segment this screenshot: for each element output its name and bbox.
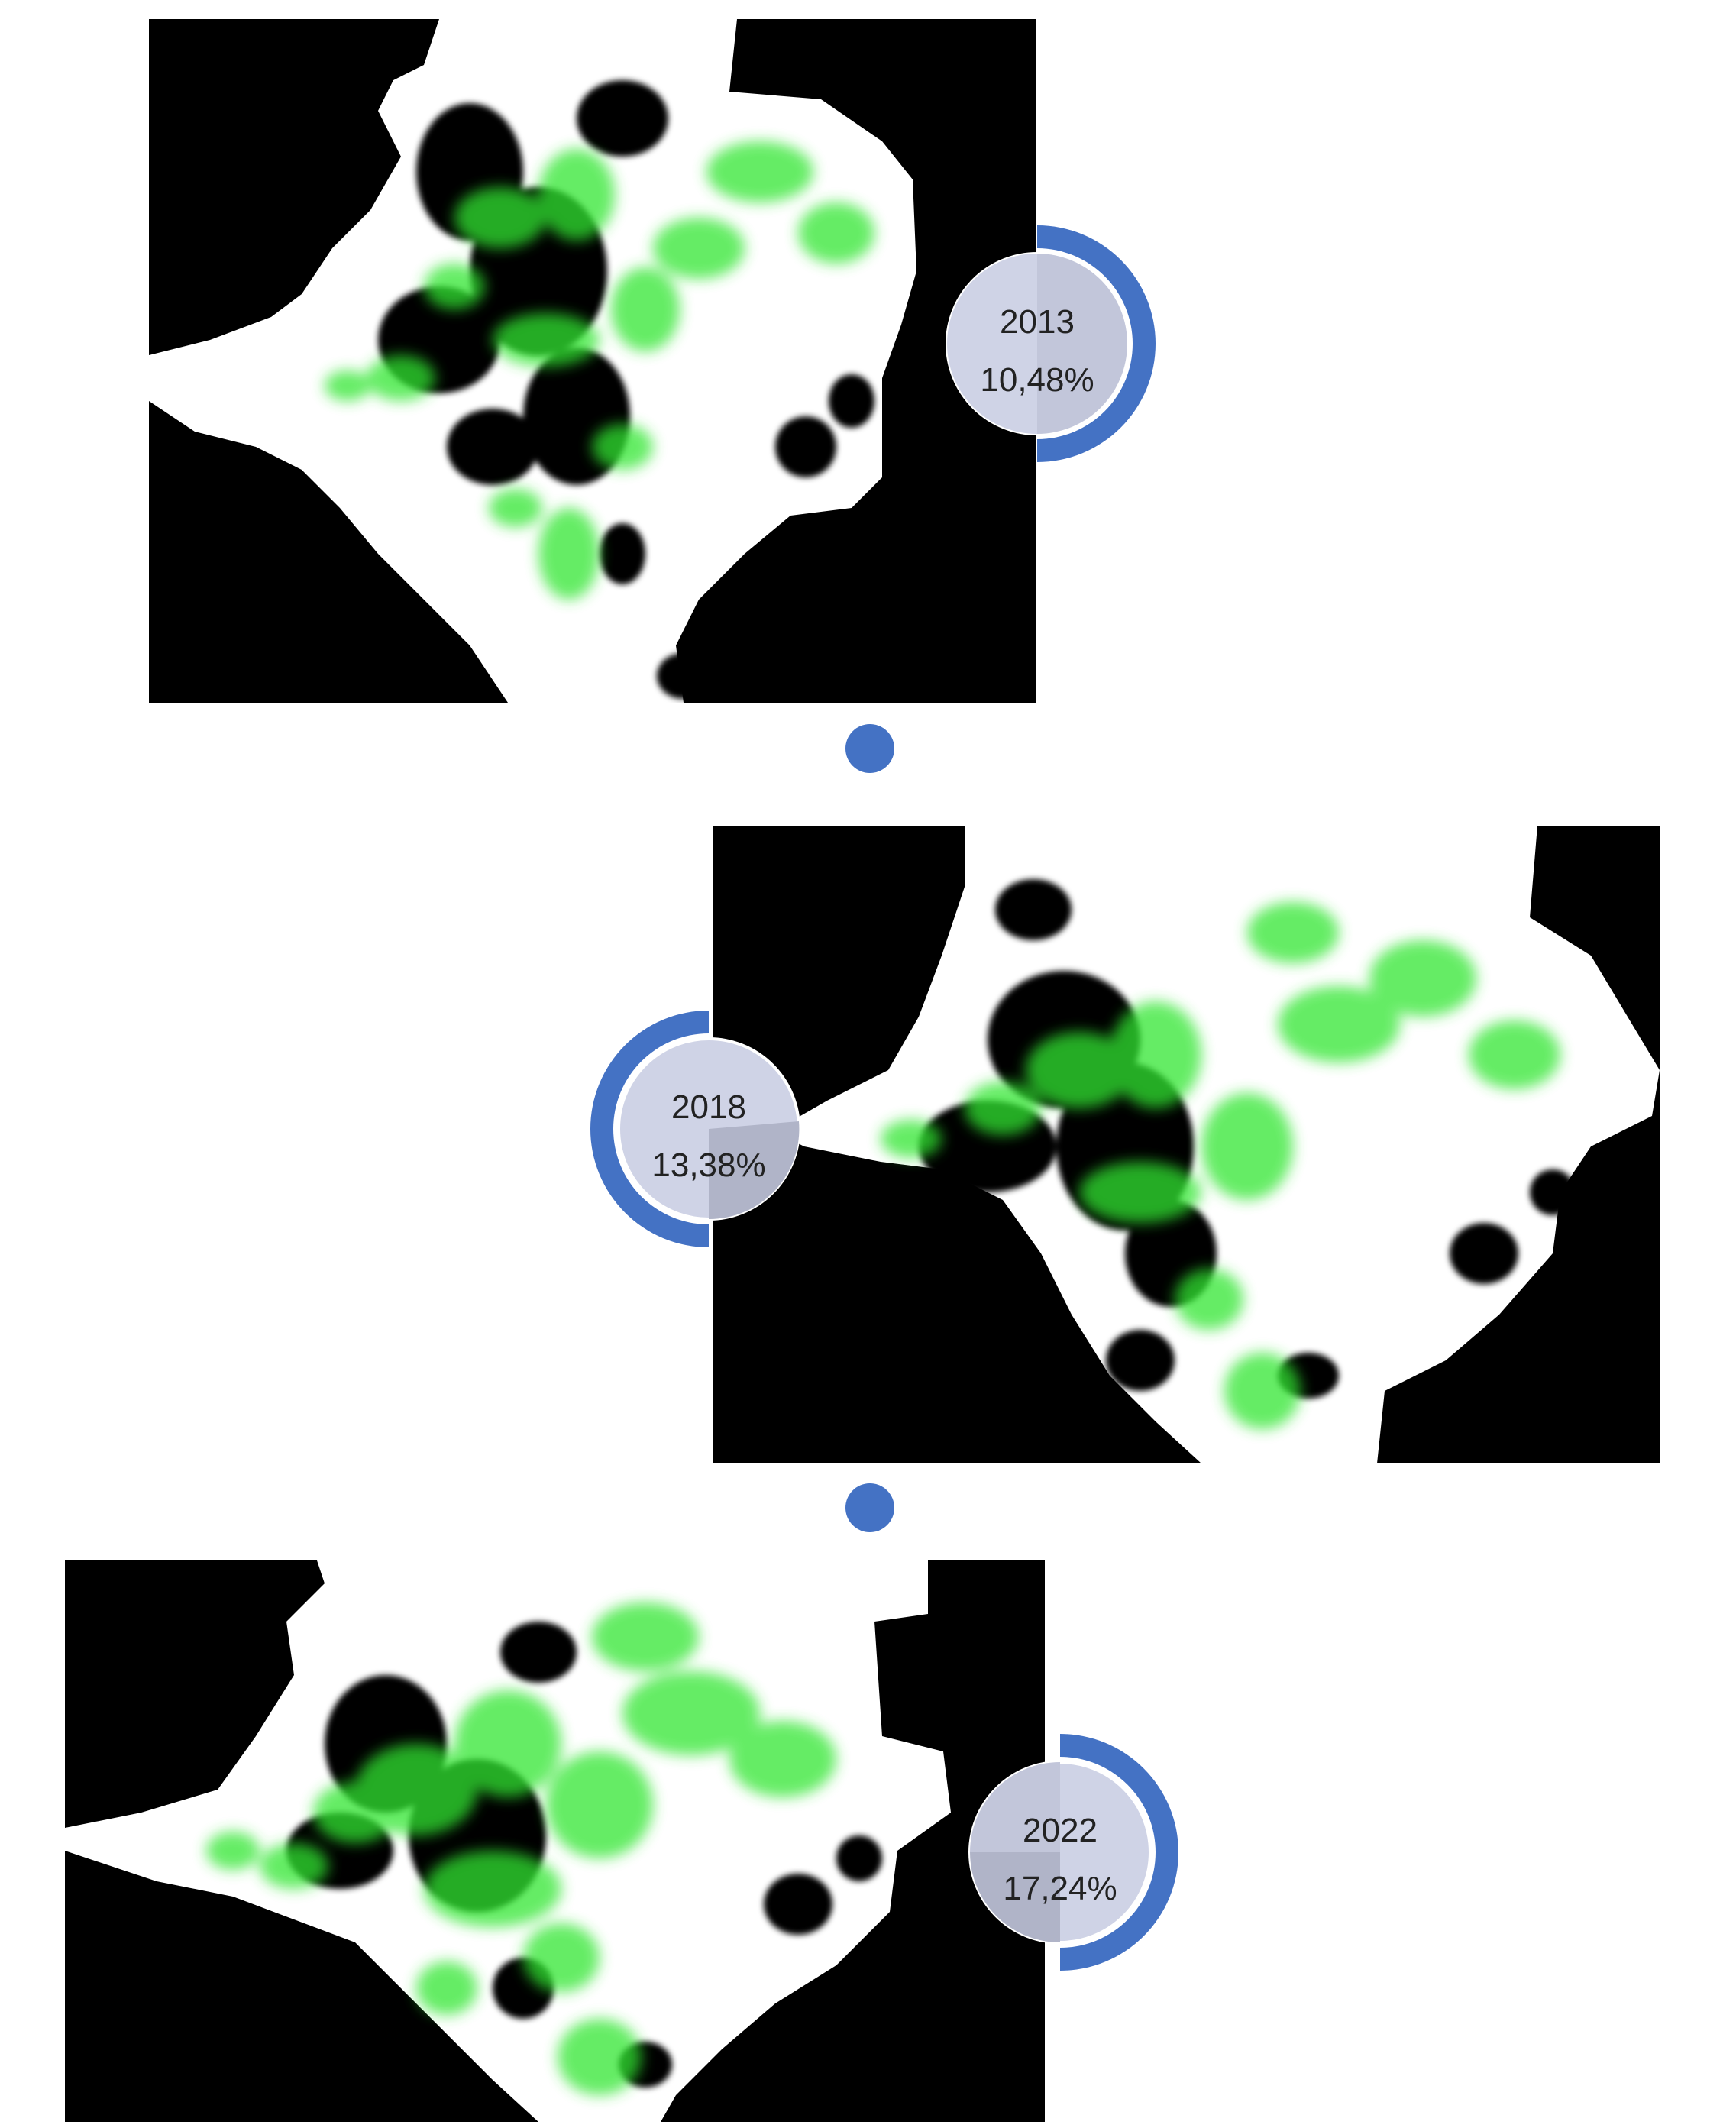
badge-2013: 2013 10,48% — [915, 222, 1159, 466]
vegetation-map-2018 — [774, 826, 1660, 1463]
map-2022 — [65, 1560, 1045, 2122]
vegetation-map-2013 — [149, 19, 916, 703]
map-2013 — [149, 19, 1036, 703]
badge-percentage: 17,24% — [1003, 1870, 1117, 1907]
timeline-connector-dot — [845, 724, 894, 773]
badge-year: 2013 — [1000, 303, 1075, 341]
map-2018 — [713, 826, 1660, 1463]
badge-ring-2022 — [968, 1734, 1178, 1971]
badge-2022: 2022 17,24% — [938, 1730, 1182, 1974]
timeline-connector-dot — [845, 1483, 894, 1532]
badge-year: 2022 — [1023, 1812, 1098, 1849]
badge-ring-2018 — [590, 1011, 800, 1247]
badge-ring-2013 — [946, 225, 1156, 462]
badge-percentage: 10,48% — [980, 361, 1094, 399]
badge-percentage: 13,38% — [651, 1146, 766, 1184]
badge-year: 2018 — [671, 1088, 746, 1126]
vegetation-map-2022 — [65, 1560, 951, 2122]
badge-2018: 2018 13,38% — [587, 1007, 831, 1251]
